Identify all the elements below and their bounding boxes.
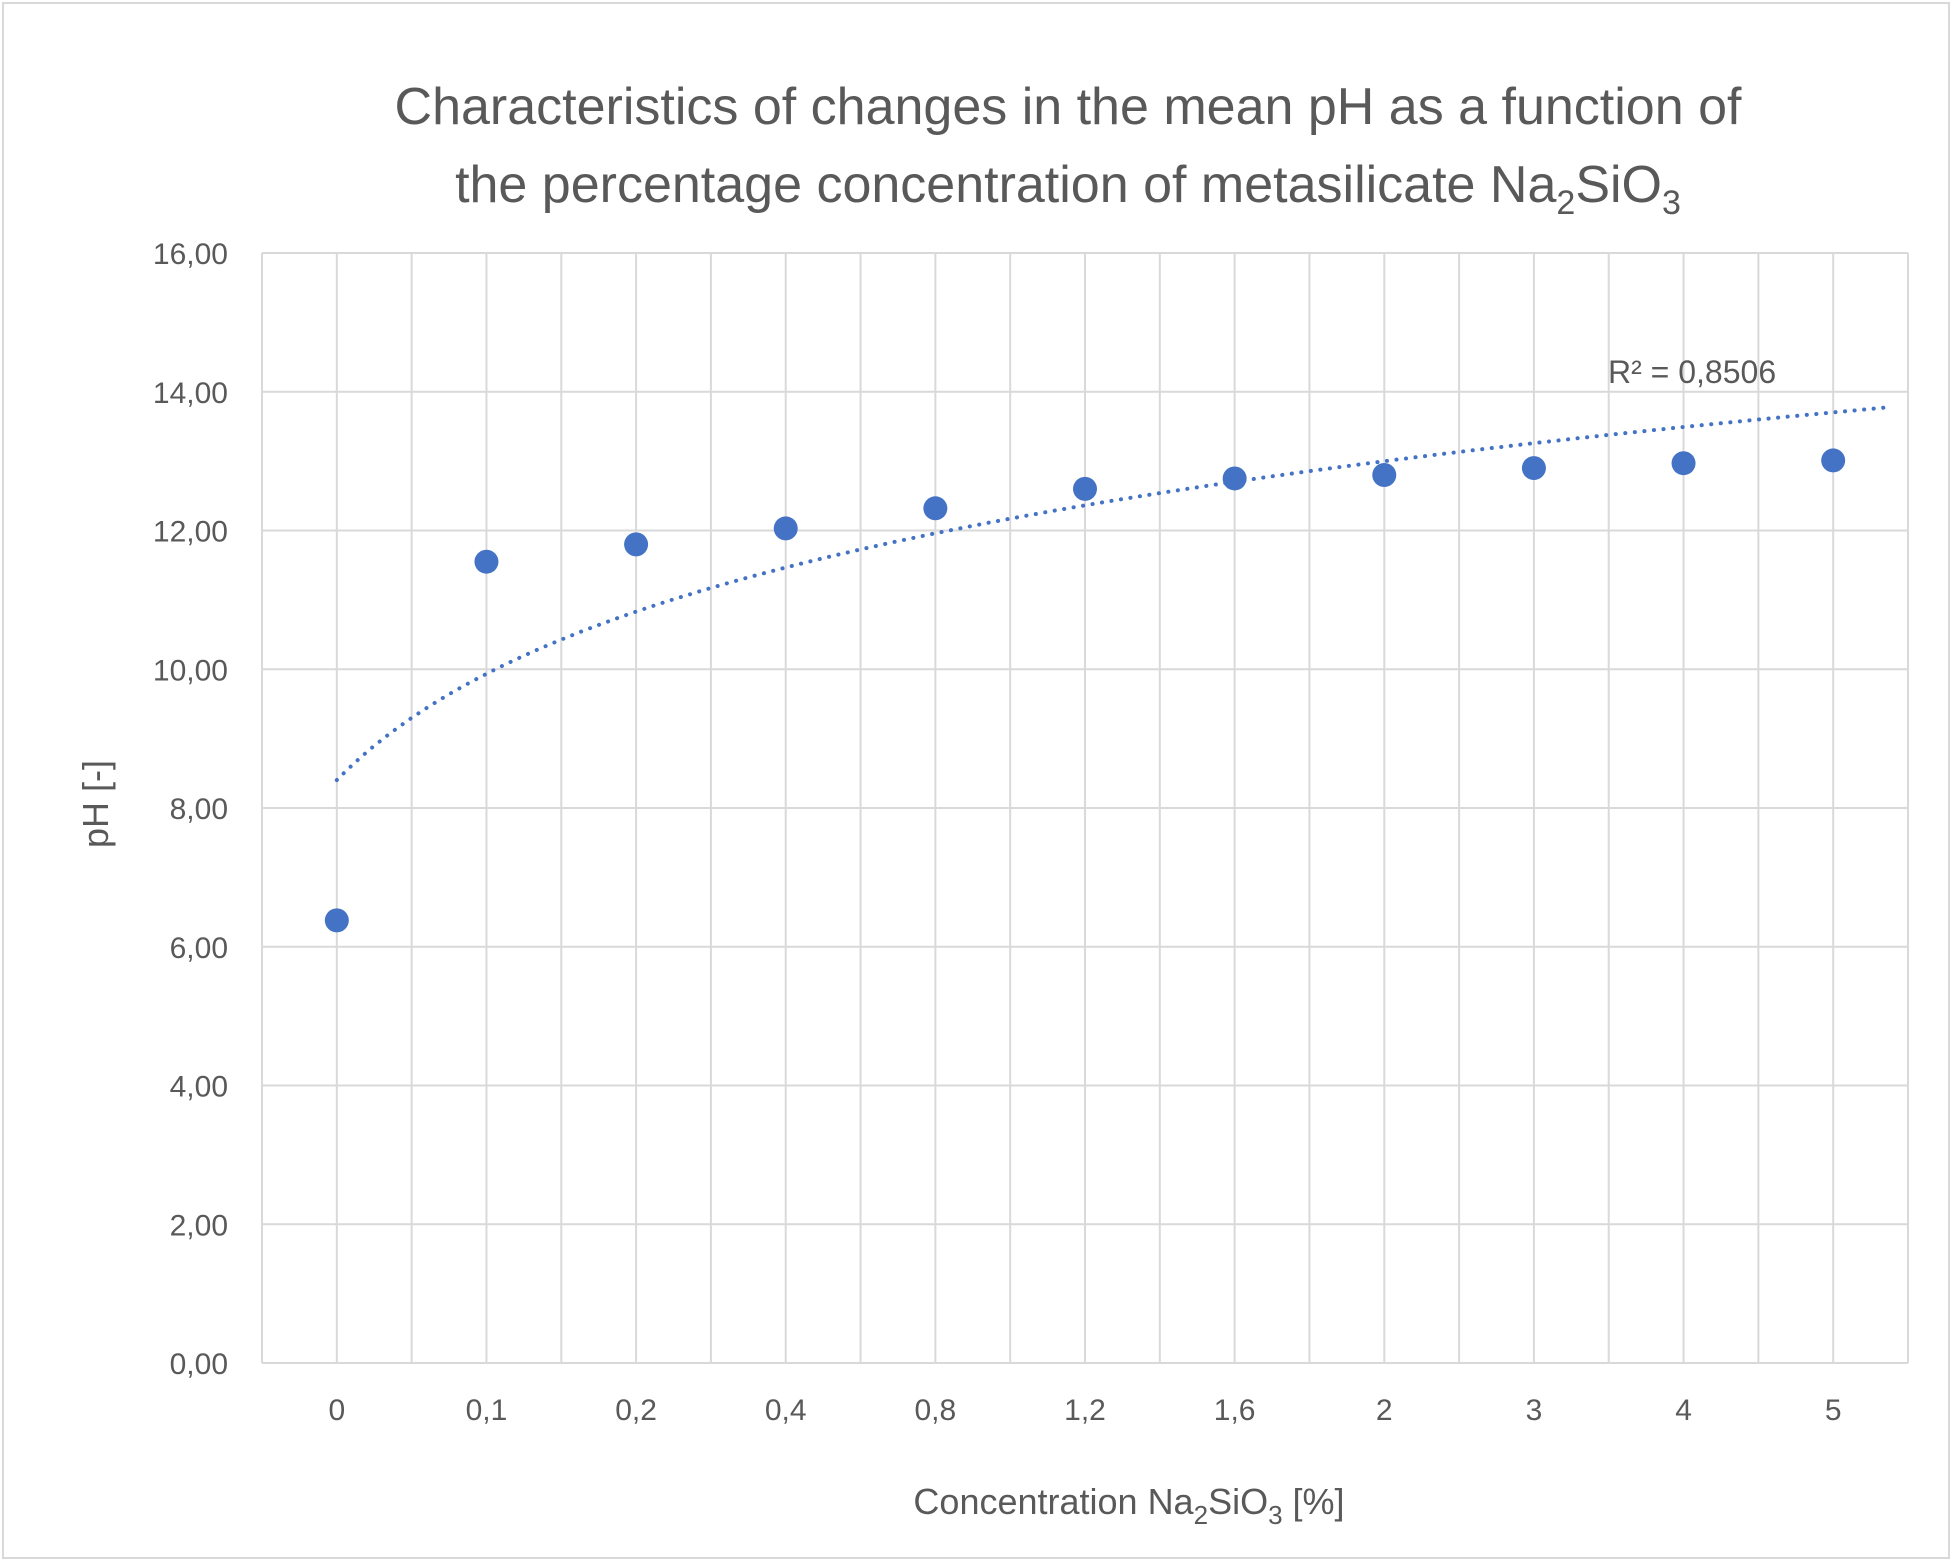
y-axis-title: pH [-] bbox=[75, 760, 116, 848]
data-point bbox=[1521, 456, 1546, 481]
chart-svg: Characteristics of changes in the mean p… bbox=[75, 78, 1909, 1530]
x-tick-label: 2 bbox=[1376, 1394, 1393, 1427]
x-tick-label: 1,2 bbox=[1064, 1394, 1106, 1427]
gridlines bbox=[261, 252, 1909, 1364]
y-tick-label: 10,00 bbox=[153, 654, 228, 687]
data-point bbox=[923, 496, 948, 521]
data-point bbox=[1671, 451, 1696, 476]
x-tick-labels: 0 0,1 0,2 0,4 0,8 1,2 1,6 2 3 4 5 bbox=[328, 1394, 1841, 1427]
x-tick-label: 1,6 bbox=[1214, 1394, 1256, 1427]
y-tick-label: 2,00 bbox=[170, 1209, 228, 1242]
x-tick-label: 4 bbox=[1675, 1394, 1692, 1427]
data-point bbox=[1073, 476, 1097, 501]
data-point bbox=[1222, 466, 1247, 491]
y-tick-label: 12,00 bbox=[153, 516, 228, 549]
y-tick-labels: 0,00 2,00 4,00 6,00 8,00 10,00 12,00 14,00 16,00 bbox=[153, 238, 228, 1381]
data-point bbox=[474, 549, 499, 574]
x-tick-label: 0 bbox=[328, 1394, 345, 1427]
y-tick-label: 16,00 bbox=[153, 238, 228, 271]
data-point bbox=[624, 532, 649, 557]
chart-title-line1: Characteristics of changes in the mean p… bbox=[395, 78, 1743, 136]
x-tick-label: 0,2 bbox=[615, 1394, 657, 1427]
data-point bbox=[324, 908, 349, 933]
y-tick-label: 0,00 bbox=[170, 1348, 228, 1381]
chart-title-line2: the percentage concentration of metasili… bbox=[455, 156, 1681, 222]
x-tick-label: 0,4 bbox=[765, 1394, 807, 1427]
data-points bbox=[324, 448, 1846, 933]
x-tick-label: 3 bbox=[1526, 1394, 1543, 1427]
y-tick-label: 8,00 bbox=[170, 793, 228, 826]
y-tick-label: 6,00 bbox=[170, 932, 228, 965]
data-point bbox=[1821, 448, 1846, 473]
data-point bbox=[773, 516, 798, 541]
y-tick-label: 14,00 bbox=[153, 377, 228, 410]
x-tick-label: 5 bbox=[1825, 1394, 1842, 1427]
x-tick-label: 0,1 bbox=[466, 1394, 508, 1427]
y-tick-label: 4,00 bbox=[170, 1071, 228, 1104]
data-point bbox=[1372, 463, 1397, 487]
r-squared-label: R² = 0,8506 bbox=[1608, 354, 1776, 390]
x-tick-label: 0,8 bbox=[915, 1394, 957, 1427]
x-axis-title: Concentration Na2SiO3 [%] bbox=[913, 1481, 1344, 1530]
trendline bbox=[334, 405, 1887, 783]
